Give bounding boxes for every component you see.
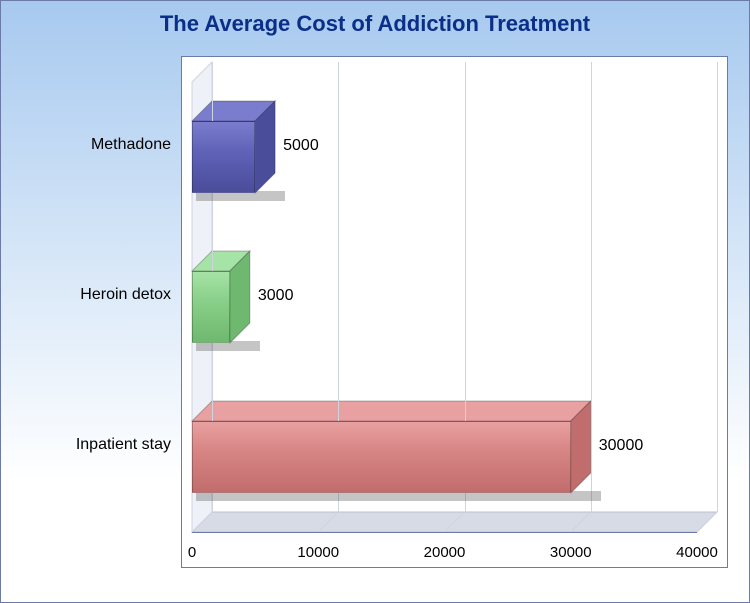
y-category-label: Methadone: [11, 136, 171, 154]
gridline: [717, 62, 718, 512]
x-tick-label: 30000: [550, 544, 592, 561]
bar: [192, 421, 571, 493]
bar-value-label: 3000: [258, 287, 294, 305]
plot-area: 0 10000 20000 30000 40000 5000 3000 30000: [181, 56, 728, 568]
x-axis-line: [192, 532, 697, 533]
y-category-label: Heroin detox: [11, 286, 171, 304]
bar: [192, 271, 230, 343]
chart-title: The Average Cost of Addiction Treatment: [1, 11, 749, 37]
x-tick-label: 20000: [424, 544, 466, 561]
gridline: [591, 62, 592, 512]
bar: [192, 121, 255, 193]
bar-value-label: 30000: [599, 437, 644, 455]
x-tick-label: 40000: [676, 544, 718, 561]
chart-container: The Average Cost of Addiction Treatment …: [0, 0, 750, 603]
bar-value-label: 5000: [283, 137, 319, 155]
y-category-label: Inpatient stay: [11, 436, 171, 454]
x-tick-label: 0: [188, 544, 196, 561]
x-tick-label: 10000: [297, 544, 339, 561]
